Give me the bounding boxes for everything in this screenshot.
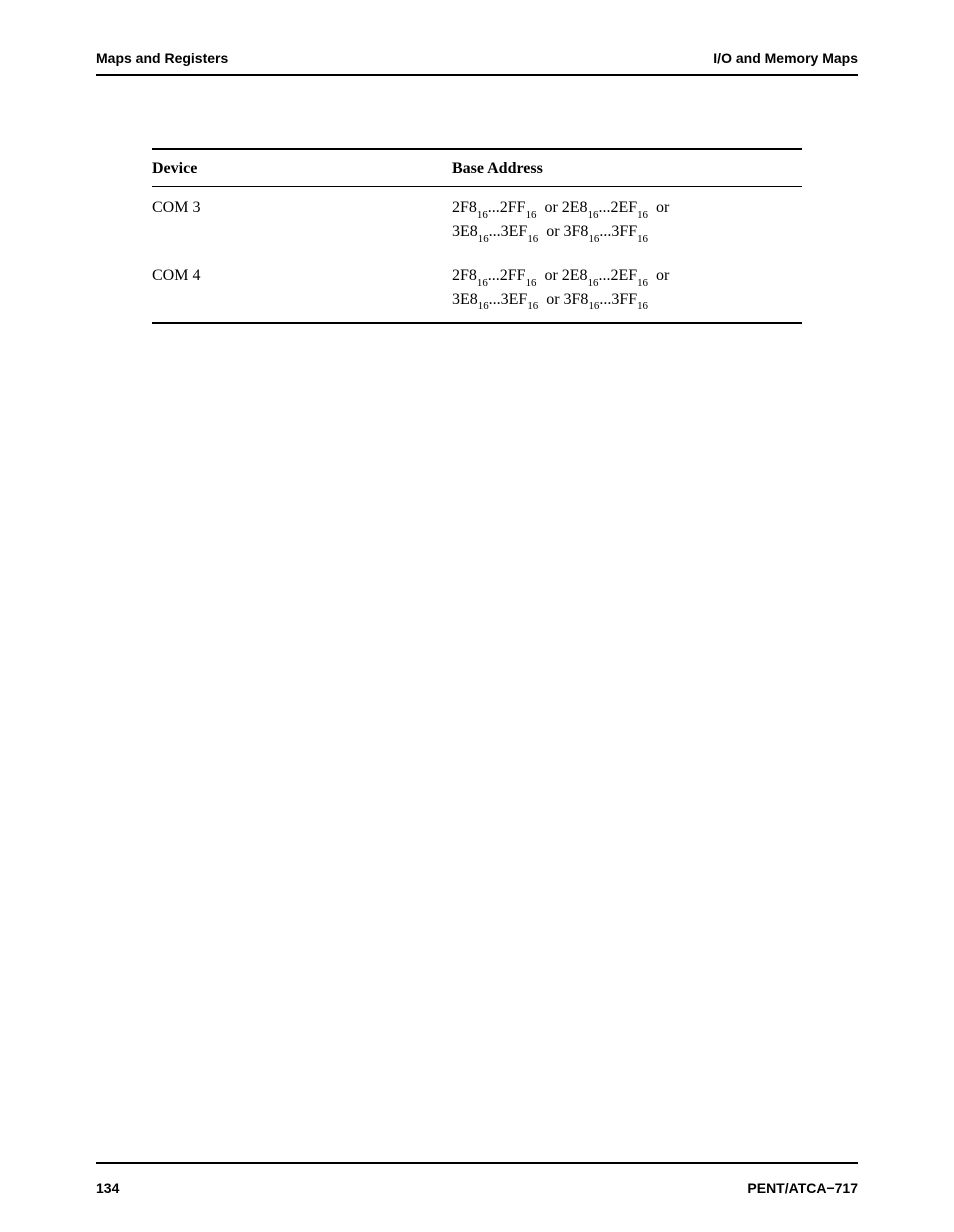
header-right: I/O and Memory Maps [713,50,858,66]
table-row: COM 4 2F816...2FF16 or 2E816...2EF16 or3… [152,255,802,323]
th-device: Device [152,150,452,186]
cell-device: COM 3 [152,187,452,255]
cell-device: COM 4 [152,255,452,323]
th-base: Base Address [452,150,802,186]
doc-id: PENT/ATCA−717 [747,1180,858,1196]
io-table: Device Base Address COM 3 2F816...2FF16 … [152,148,802,324]
cell-base: 2F816...2FF16 or 2E816...2EF16 or3E816..… [452,187,802,255]
header-rule [96,74,858,76]
footer-rule [96,1162,858,1164]
header-left: Maps and Registers [96,50,228,66]
table-row: COM 3 2F816...2FF16 or 2E816...2EF16 or3… [152,187,802,255]
page-number: 134 [96,1180,119,1196]
cell-base: 2F816...2FF16 or 2E816...2EF16 or3E816..… [452,255,802,323]
